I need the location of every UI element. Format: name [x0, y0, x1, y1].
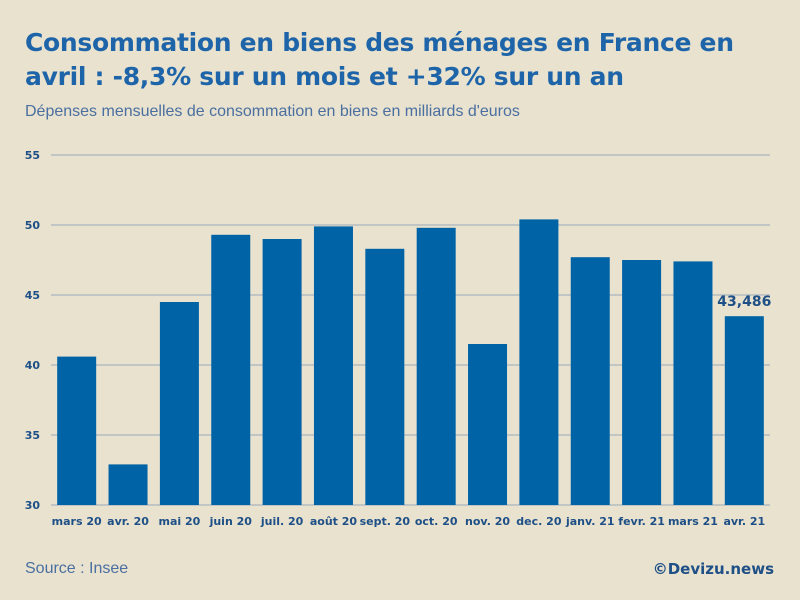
bar-0: [57, 356, 97, 505]
x-tick-label: juin 20: [209, 515, 253, 528]
bar-6: [365, 248, 405, 506]
data-labels: 43,486: [717, 294, 771, 310]
bar-9: [519, 219, 559, 505]
x-tick-label: mai 20: [158, 515, 200, 528]
x-tick-label: juil. 20: [260, 515, 304, 528]
bar-2: [159, 302, 199, 505]
x-tick-label: janv. 21: [565, 515, 615, 528]
bar-4: [262, 239, 302, 505]
credit-link[interactable]: ©Devizu.news: [652, 560, 774, 578]
bar-10: [570, 257, 610, 505]
y-tick-label: 55: [25, 149, 40, 162]
bar-1: [108, 464, 148, 505]
bar-8: [468, 344, 508, 505]
x-tick-label: dec. 20: [516, 515, 562, 528]
bar-chart: 30 35 40 45 50 55 mars 20 avr. 20 mai 20 juin 20…: [25, 149, 772, 528]
x-tick-label: mars 20: [52, 515, 102, 528]
y-tick-label: 50: [25, 219, 41, 232]
x-tick-label: fevr. 21: [618, 515, 665, 528]
chart-subtitle: Dépenses mensuelles de consommation en b…: [25, 103, 520, 120]
x-tick-label: août 20: [310, 515, 358, 528]
gridlines: [51, 154, 770, 506]
data-label: 43,486: [717, 294, 771, 310]
y-tick-label: 45: [25, 289, 40, 302]
x-axis-ticks: mars 20 avr. 20 mai 20 juin 20 juil. 20 août …: [52, 515, 766, 528]
bar-7: [416, 227, 456, 506]
y-tick-label: 30: [25, 499, 41, 512]
bar-3: [211, 234, 251, 506]
bar-13: [724, 316, 764, 505]
bar-11: [622, 260, 662, 505]
y-tick-label: 35: [25, 429, 40, 442]
x-tick-label: mars 21: [668, 515, 718, 528]
y-axis-ticks: 30 35 40 45 50 55: [25, 149, 41, 512]
x-tick-label: avr. 20: [107, 515, 149, 528]
bar-12: [673, 261, 713, 505]
bars: [57, 219, 764, 506]
chart-title: Consommation en biens des ménages en Fra…: [25, 28, 734, 91]
source-note: Source : Insee: [25, 560, 129, 577]
bar-5: [313, 226, 353, 505]
x-tick-label: oct. 20: [415, 515, 458, 528]
x-tick-label: sept. 20: [360, 515, 411, 528]
x-tick-label: nov. 20: [465, 515, 510, 528]
y-tick-label: 40: [25, 359, 41, 372]
x-tick-label: avr. 21: [723, 515, 765, 528]
